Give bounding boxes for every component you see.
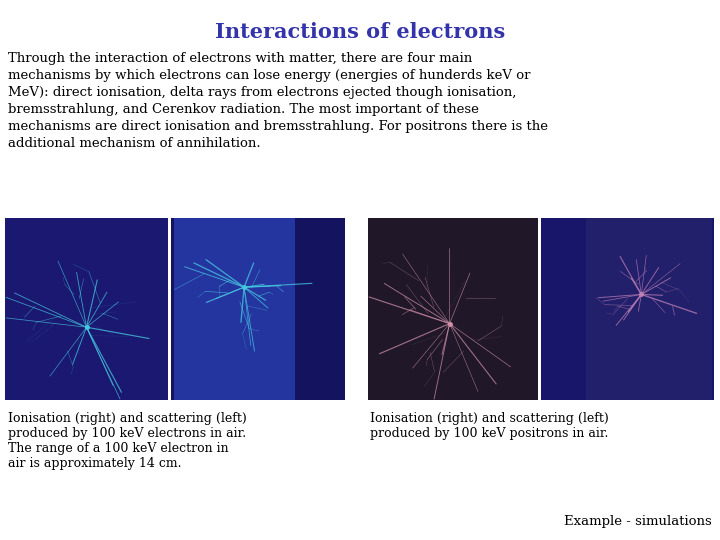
Bar: [368, 218, 538, 400]
Text: The range of a 100 keV electron in: The range of a 100 keV electron in: [8, 442, 229, 455]
Text: Ionisation (right) and scattering (left): Ionisation (right) and scattering (left): [8, 412, 247, 425]
Text: Ionisation (right) and scattering (left): Ionisation (right) and scattering (left): [370, 412, 608, 425]
Text: produced by 100 keV positrons in air.: produced by 100 keV positrons in air.: [370, 427, 608, 440]
Text: mechanisms are direct ionisation and bremsstrahlung. For positrons there is the: mechanisms are direct ionisation and bre…: [8, 120, 548, 133]
Bar: [541, 218, 714, 400]
Text: Interactions of electrons: Interactions of electrons: [215, 22, 505, 42]
Bar: [171, 218, 345, 400]
Text: Through the interaction of electrons with matter, there are four main: Through the interaction of electrons wit…: [8, 52, 472, 65]
Text: air is approximately 14 cm.: air is approximately 14 cm.: [8, 457, 181, 470]
Bar: [174, 218, 295, 400]
Bar: [586, 218, 712, 400]
Text: produced by 100 keV electrons in air.: produced by 100 keV electrons in air.: [8, 427, 246, 440]
Text: mechanisms by which electrons can lose energy (energies of hunderds keV or: mechanisms by which electrons can lose e…: [8, 69, 531, 82]
Bar: [5, 218, 168, 400]
Text: MeV): direct ionisation, delta rays from electrons ejected though ionisation,: MeV): direct ionisation, delta rays from…: [8, 86, 516, 99]
Text: bremsstrahlung, and Cerenkov radiation. The most important of these: bremsstrahlung, and Cerenkov radiation. …: [8, 103, 479, 116]
Text: additional mechanism of annihilation.: additional mechanism of annihilation.: [8, 137, 261, 150]
Text: Example - simulations: Example - simulations: [564, 515, 712, 528]
